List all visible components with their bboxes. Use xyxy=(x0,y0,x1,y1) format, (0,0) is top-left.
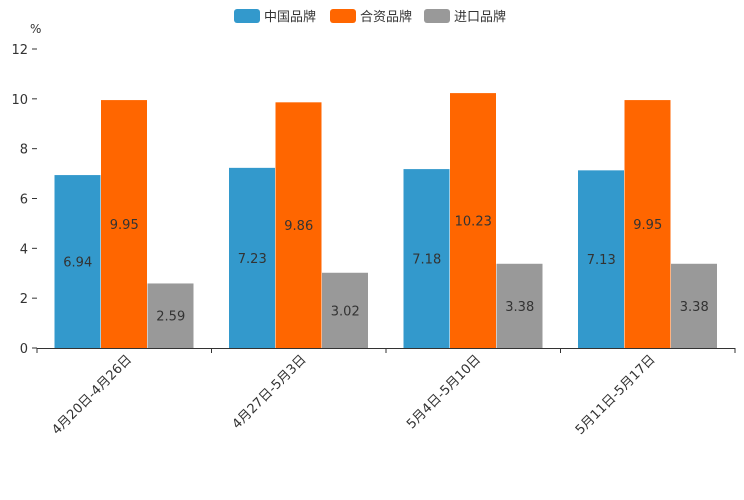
bars: 6.94 7.23 7.18 7.13 9.95 9.86 10.23 9.95 2.59 3.0… xyxy=(54,93,717,349)
legend-swatch xyxy=(424,9,450,23)
data-label: 9.95 xyxy=(633,218,662,233)
y-tick-label: 10 xyxy=(11,93,28,108)
data-label: 3.38 xyxy=(505,300,534,315)
bar xyxy=(403,169,450,348)
bar xyxy=(496,263,543,348)
data-label: 10.23 xyxy=(455,215,492,230)
x-axis: 4月20日-4月26日 4月27日-5月3日 5月4日-5月10日 5月11日-5月1… xyxy=(36,348,736,438)
legend: 中国品牌 合资品牌 进口品牌 xyxy=(234,9,506,25)
y-tick-label: 12 xyxy=(11,43,28,58)
y-tick-label: 2 xyxy=(20,292,28,307)
bar xyxy=(147,283,194,348)
bar xyxy=(101,100,147,349)
y-axis: 0 2 4 6 8 10 12 xyxy=(11,43,37,357)
bar xyxy=(322,272,368,348)
bar xyxy=(450,93,496,348)
legend-label: 中国品牌 xyxy=(264,9,316,25)
legend-swatch xyxy=(234,9,260,23)
data-label: 7.18 xyxy=(412,253,441,268)
bar xyxy=(229,167,275,348)
x-tick-label: 5月4日-5月10日 xyxy=(404,352,484,432)
x-tick-label: 4月27日-5月3日 xyxy=(230,352,310,432)
y-tick-label: 8 xyxy=(20,143,28,158)
legend-label: 进口品牌 xyxy=(454,9,506,25)
legend-label: 合资品牌 xyxy=(360,9,412,25)
bar xyxy=(275,102,322,349)
x-tick-label: 5月11日-5月17日 xyxy=(573,352,659,438)
bar xyxy=(671,263,717,348)
data-label: 2.59 xyxy=(156,310,185,325)
y-tick-label: 6 xyxy=(20,193,28,208)
data-label: 7.23 xyxy=(238,252,267,267)
bar xyxy=(578,170,624,348)
data-label: 3.02 xyxy=(331,304,360,319)
data-label: 7.13 xyxy=(587,253,616,268)
bar xyxy=(624,100,671,349)
data-label: 3.38 xyxy=(680,300,709,315)
legend-swatch xyxy=(330,9,356,23)
x-tick-label: 4月20日-4月26日 xyxy=(49,352,135,438)
y-tick-label: 0 xyxy=(20,342,28,357)
y-tick-label: 4 xyxy=(20,242,28,257)
data-label: 9.86 xyxy=(284,219,313,234)
y-axis-unit-label: % xyxy=(30,22,41,36)
data-label: 9.95 xyxy=(110,218,139,233)
bar xyxy=(54,175,101,348)
data-label: 6.94 xyxy=(63,256,92,271)
